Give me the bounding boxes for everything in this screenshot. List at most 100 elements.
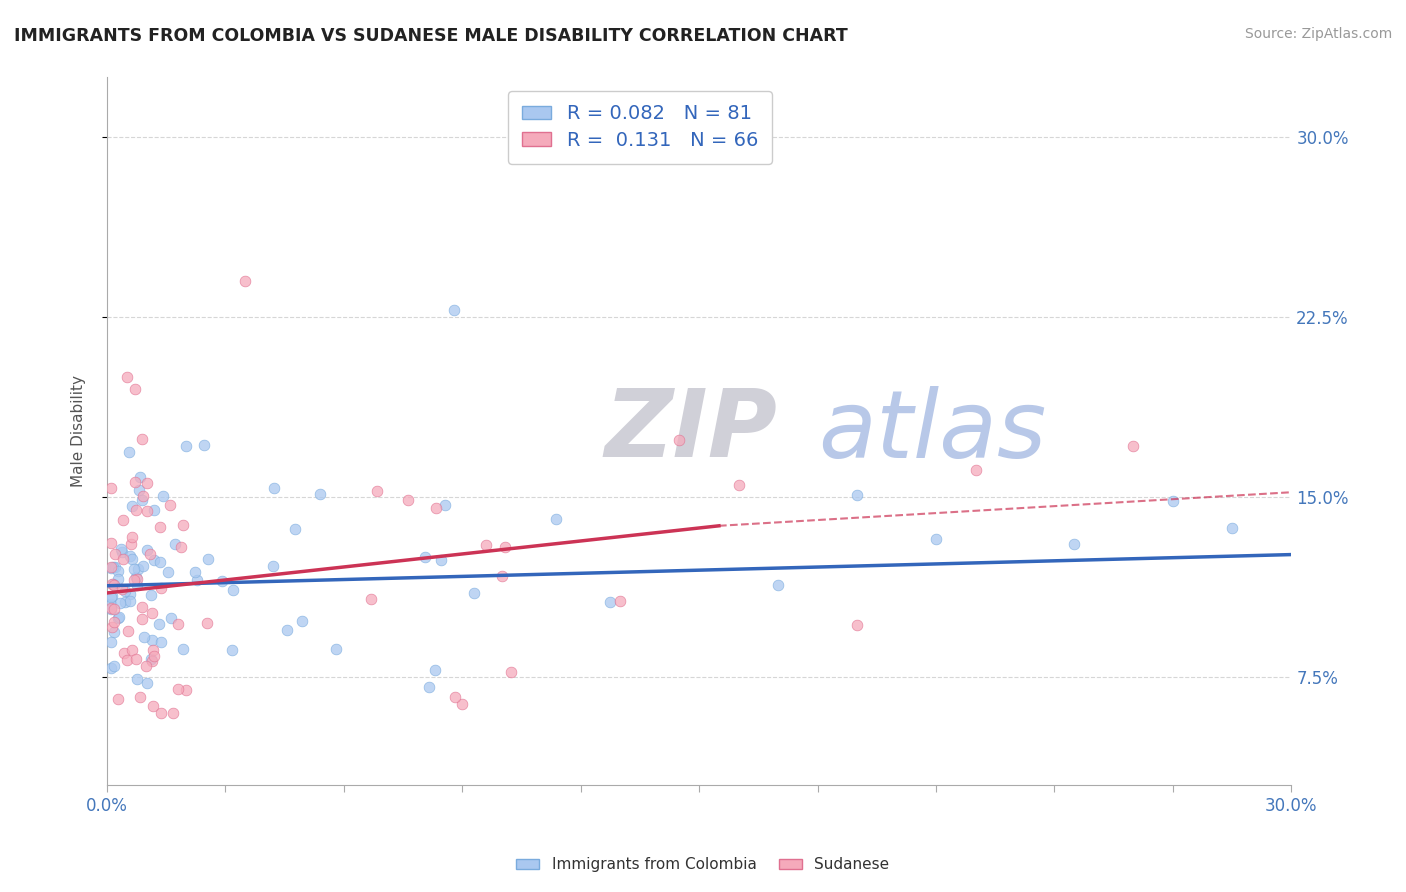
Point bbox=[110, 541, 132, 556]
Point bbox=[101, 577, 124, 591]
Point bbox=[100, 561, 122, 575]
Point bbox=[425, 501, 447, 516]
Point bbox=[124, 475, 146, 490]
Point bbox=[108, 596, 131, 610]
Point bbox=[120, 594, 142, 608]
Point bbox=[501, 665, 523, 679]
Legend: R = 0.082   N = 81, R =  0.131   N = 66: R = 0.082 N = 81, R = 0.131 N = 66 bbox=[509, 91, 772, 164]
Point bbox=[444, 690, 467, 704]
Point bbox=[766, 578, 789, 592]
Point bbox=[1161, 493, 1184, 508]
Point bbox=[434, 498, 457, 512]
Point bbox=[118, 587, 141, 601]
Point bbox=[132, 489, 155, 503]
Point bbox=[107, 691, 129, 706]
Point bbox=[121, 643, 143, 657]
Point bbox=[494, 540, 516, 554]
Point bbox=[197, 552, 219, 566]
Point bbox=[118, 445, 141, 459]
Point bbox=[100, 597, 122, 611]
Point bbox=[172, 517, 194, 532]
Point bbox=[100, 536, 122, 550]
Point bbox=[121, 530, 143, 544]
Point bbox=[174, 683, 197, 698]
Point bbox=[121, 500, 143, 514]
Point bbox=[396, 493, 419, 508]
Point bbox=[195, 615, 218, 630]
Point bbox=[103, 658, 125, 673]
Point bbox=[443, 303, 465, 318]
Point bbox=[1063, 536, 1085, 550]
Point bbox=[544, 512, 567, 526]
Point bbox=[418, 681, 440, 695]
Point bbox=[262, 558, 284, 573]
Point bbox=[117, 624, 139, 638]
Point bbox=[104, 547, 127, 561]
Point bbox=[450, 697, 472, 711]
Point bbox=[131, 612, 153, 626]
Point bbox=[107, 610, 129, 624]
Point bbox=[135, 658, 157, 673]
Point bbox=[366, 484, 388, 499]
Point bbox=[136, 676, 159, 690]
Point bbox=[100, 601, 122, 615]
Point bbox=[162, 706, 184, 720]
Point bbox=[101, 589, 124, 603]
Point bbox=[170, 540, 193, 554]
Point bbox=[114, 583, 136, 598]
Point bbox=[108, 609, 131, 624]
Point bbox=[668, 434, 690, 448]
Point bbox=[150, 581, 173, 595]
Point bbox=[101, 577, 124, 591]
Point bbox=[141, 588, 163, 602]
Point bbox=[100, 601, 122, 615]
Point bbox=[150, 706, 173, 720]
Point bbox=[143, 649, 166, 664]
Point bbox=[129, 690, 152, 704]
Point bbox=[160, 611, 183, 625]
Point bbox=[142, 553, 165, 567]
Point bbox=[139, 652, 162, 666]
Point bbox=[114, 595, 136, 609]
Point bbox=[112, 513, 135, 527]
Text: atlas: atlas bbox=[818, 385, 1046, 476]
Point bbox=[148, 616, 170, 631]
Point bbox=[423, 663, 446, 677]
Point bbox=[127, 672, 149, 686]
Point bbox=[128, 483, 150, 497]
Point bbox=[609, 593, 631, 607]
Point bbox=[159, 498, 181, 512]
Point bbox=[142, 699, 165, 714]
Point bbox=[103, 615, 125, 629]
Point bbox=[430, 552, 453, 566]
Point bbox=[122, 562, 145, 576]
Text: IMMIGRANTS FROM COLOMBIA VS SUDANESE MALE DISABILITY CORRELATION CHART: IMMIGRANTS FROM COLOMBIA VS SUDANESE MAL… bbox=[14, 27, 848, 45]
Point bbox=[727, 478, 749, 492]
Point bbox=[165, 536, 187, 550]
Point bbox=[100, 559, 122, 574]
Point bbox=[167, 616, 190, 631]
Point bbox=[103, 578, 125, 592]
Point bbox=[491, 569, 513, 583]
Point bbox=[135, 542, 157, 557]
Point bbox=[222, 582, 245, 597]
Point bbox=[276, 624, 298, 638]
Point bbox=[131, 600, 153, 615]
Point bbox=[149, 555, 172, 569]
Point bbox=[1220, 521, 1243, 535]
Point bbox=[100, 482, 122, 496]
Point bbox=[413, 550, 436, 565]
Point bbox=[846, 618, 869, 632]
Point bbox=[1122, 439, 1144, 453]
Point bbox=[360, 591, 382, 606]
Point bbox=[141, 606, 163, 620]
Point bbox=[107, 572, 129, 586]
Point bbox=[103, 625, 125, 640]
Point bbox=[136, 475, 159, 490]
Point bbox=[121, 551, 143, 566]
Point bbox=[127, 572, 149, 586]
Point bbox=[129, 469, 152, 483]
Point bbox=[125, 652, 148, 666]
Point bbox=[186, 574, 208, 588]
Point bbox=[157, 565, 180, 579]
